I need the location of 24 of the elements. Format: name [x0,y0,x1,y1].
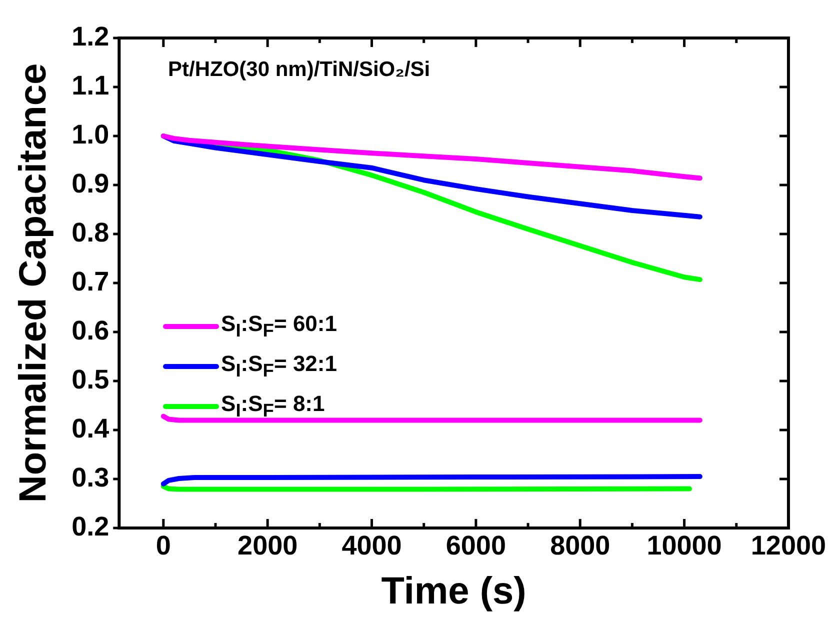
y-tick-label: 0.4 [72,413,110,444]
y-axis-title: Normalized Capacitance [12,63,54,503]
x-tick-label: 6000 [446,530,506,561]
x-tick-label: 2000 [238,530,298,561]
x-tick-label: 4000 [342,530,402,561]
y-tick-label: 0.3 [72,462,110,492]
y-tick-label: 0.2 [72,511,110,542]
y-tick-label: 0.8 [72,217,110,248]
x-axis-title: Time (s) [381,570,526,613]
legend-label: S$_{I}$:S$_{F}$= 60:1 [221,310,337,342]
y-tick-label: 0.7 [72,266,110,296]
x-tick-label: 12000 [750,530,826,561]
y-tick-label: 0.6 [72,315,110,346]
x-tick-label: 10000 [646,530,722,561]
y-tick-label: 0.5 [72,364,110,394]
x-tick-label: 8000 [550,530,610,561]
x-tick-label: 0 [156,530,171,561]
legend-label: S$_{I}$:S$_{F}$= 8:1 [221,390,325,422]
y-tick-label: 1.0 [72,119,110,150]
legend-label: S$_{I}$:S$_{F}$= 32:1 [221,350,337,382]
annotation: Pt/HZO(30 nm)/TiN/SiO₂/Si [168,58,430,82]
y-tick-label: 0.9 [72,168,110,198]
y-tick-label: 1.1 [72,70,110,100]
y-tick-label: 1.2 [72,21,110,52]
